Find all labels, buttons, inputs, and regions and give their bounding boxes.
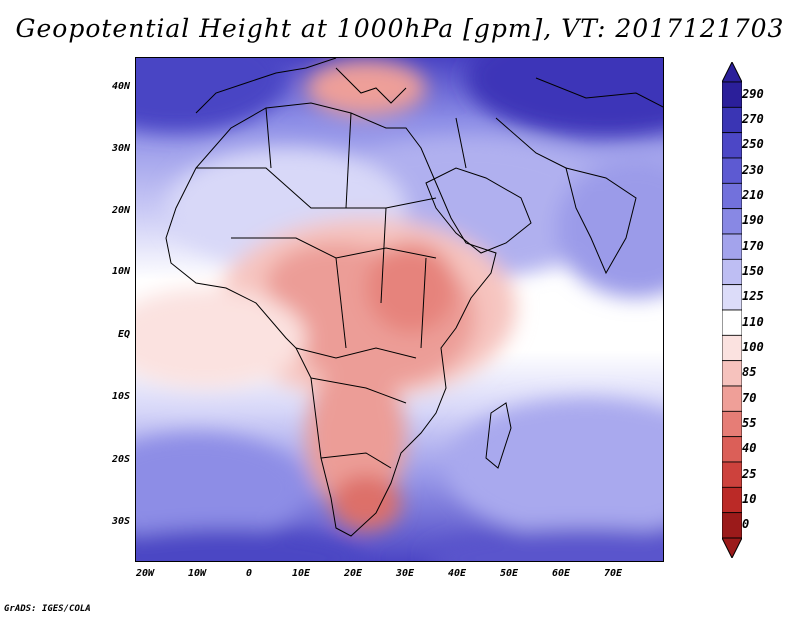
colorbar-arrow-bottom xyxy=(722,537,742,558)
colorbar-swatch xyxy=(722,410,742,438)
colorbar-swatch xyxy=(722,81,742,108)
coastlines xyxy=(165,58,663,537)
colorbar-arrow-top xyxy=(722,62,742,83)
colorbar-label: 125 xyxy=(742,289,764,304)
lat-label-10s: 10S xyxy=(111,391,130,402)
geopotential-field xyxy=(136,58,663,561)
lon-label-40e: 40E xyxy=(447,568,467,579)
lat-label-30s: 30S xyxy=(111,516,130,527)
colorbar-swatch xyxy=(722,436,742,463)
lon-label-70e: 70E xyxy=(603,568,623,579)
colorbar-label: 10 xyxy=(742,492,757,506)
colorbar-label: 25 xyxy=(742,466,757,481)
colorbar xyxy=(722,62,742,558)
lon-label-30e: 30E xyxy=(395,568,415,579)
lat-label-30n: 30N xyxy=(111,143,130,154)
map-title: Geopotential Height at 1000hPa [gpm], VT… xyxy=(15,14,785,43)
lat-label-20n: 20N xyxy=(111,205,130,216)
colorbar-label: 85 xyxy=(742,365,757,380)
colorbar-swatch xyxy=(722,258,742,286)
colorbar-swatch xyxy=(722,233,742,260)
colorbar-swatch xyxy=(722,309,742,336)
lon-label-20e: 20E xyxy=(343,568,363,579)
lon-label-20w: 20W xyxy=(135,568,155,579)
map-plot-area xyxy=(135,57,664,562)
pressure-anomalies xyxy=(136,58,663,561)
colorbar-label: 290 xyxy=(742,86,764,101)
lat-label-10n: 10N xyxy=(111,266,130,277)
colorbar-label: 170 xyxy=(742,238,764,253)
lat-label-20s: 20S xyxy=(111,454,130,465)
colorbar-label: 0 xyxy=(742,517,750,532)
colorbar-swatch xyxy=(722,106,742,134)
colorbar-swatch xyxy=(722,284,742,311)
colorbar-label: 230 xyxy=(742,162,764,177)
colorbar-swatch xyxy=(722,157,742,184)
colorbar-label: 40 xyxy=(742,441,757,456)
colorbar-swatch xyxy=(722,461,742,488)
lon-label-10e: 10E xyxy=(291,568,311,579)
colorbar-label: 100 xyxy=(742,340,764,354)
colorbar-swatch xyxy=(722,208,742,235)
credit-text: GrADS: IGES/COLA xyxy=(4,604,91,614)
lon-label-10w: 10W xyxy=(187,568,207,579)
colorbar-label: 190 xyxy=(742,213,764,228)
colorbar-label: 150 xyxy=(742,264,764,278)
colorbar-label: 250 xyxy=(742,137,764,152)
colorbar-swatch xyxy=(722,182,742,210)
lat-label-eq: EQ xyxy=(117,329,130,340)
colorbar-label: 55 xyxy=(742,416,757,430)
lon-label-60e: 60E xyxy=(551,568,571,579)
colorbar-label: 210 xyxy=(742,188,764,202)
lon-label-0: 0 xyxy=(245,568,253,579)
colorbar-label: 270 xyxy=(742,112,764,126)
colorbar-swatch xyxy=(722,486,742,514)
colorbar-swatch xyxy=(722,334,742,362)
colorbar-swatch xyxy=(722,512,742,539)
colorbar-label: 110 xyxy=(742,314,764,329)
lat-label-40n: 40N xyxy=(111,81,130,92)
colorbar-swatch xyxy=(722,360,742,387)
colorbar-label: 70 xyxy=(742,390,757,405)
lon-label-50e: 50E xyxy=(499,568,519,579)
colorbar-swatch xyxy=(722,385,742,412)
colorbar-swatch xyxy=(722,132,742,159)
